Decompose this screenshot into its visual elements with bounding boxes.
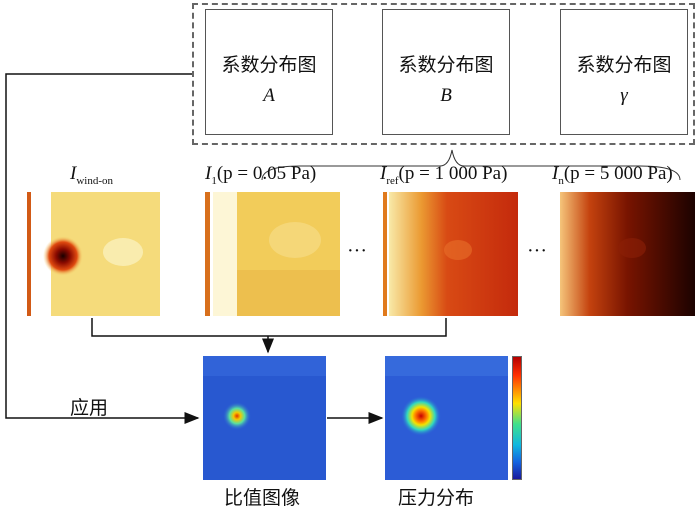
ratio-image	[203, 356, 326, 480]
coefficient-map-b: 系数分布图 B	[382, 9, 510, 135]
i1-image	[205, 190, 340, 316]
coefficient-map-gamma: 系数分布图 γ	[560, 9, 688, 135]
pressure-caption: 压力分布	[398, 487, 475, 509]
in-image	[560, 190, 695, 316]
coefficient-map-symbol: B	[440, 85, 452, 106]
coefficient-map-group	[192, 3, 695, 145]
label-i1: I1(p = 0.05 Pa)	[205, 163, 317, 187]
ellipsis-1: ···	[347, 240, 367, 262]
coefficient-map-a: 系数分布图 A	[205, 9, 333, 135]
ratio-image-caption: 比值图像	[224, 487, 301, 509]
merge-line	[91, 318, 447, 337]
pressure-colorbar	[512, 356, 522, 480]
label-iref: Iref(p = 1 000 Pa)	[380, 163, 508, 187]
group-brace	[261, 149, 681, 181]
wind-on-image	[25, 190, 160, 316]
pressure-image	[385, 356, 508, 480]
ellipsis-2: ···	[527, 240, 547, 262]
coefficient-map-title: 系数分布图	[576, 54, 672, 76]
coefficient-map-symbol: γ	[620, 85, 628, 106]
coefficient-map-title: 系数分布图	[398, 54, 494, 76]
label-in: In(p = 5 000 Pa)	[552, 163, 673, 187]
iref-image	[383, 190, 518, 316]
apply-label: 应用	[70, 397, 109, 419]
apply-arrow	[5, 73, 200, 424]
coefficient-map-title: 系数分布图	[221, 54, 317, 76]
coefficient-map-symbol: A	[263, 85, 275, 106]
label-wind-on: Iwind-on	[70, 163, 113, 187]
